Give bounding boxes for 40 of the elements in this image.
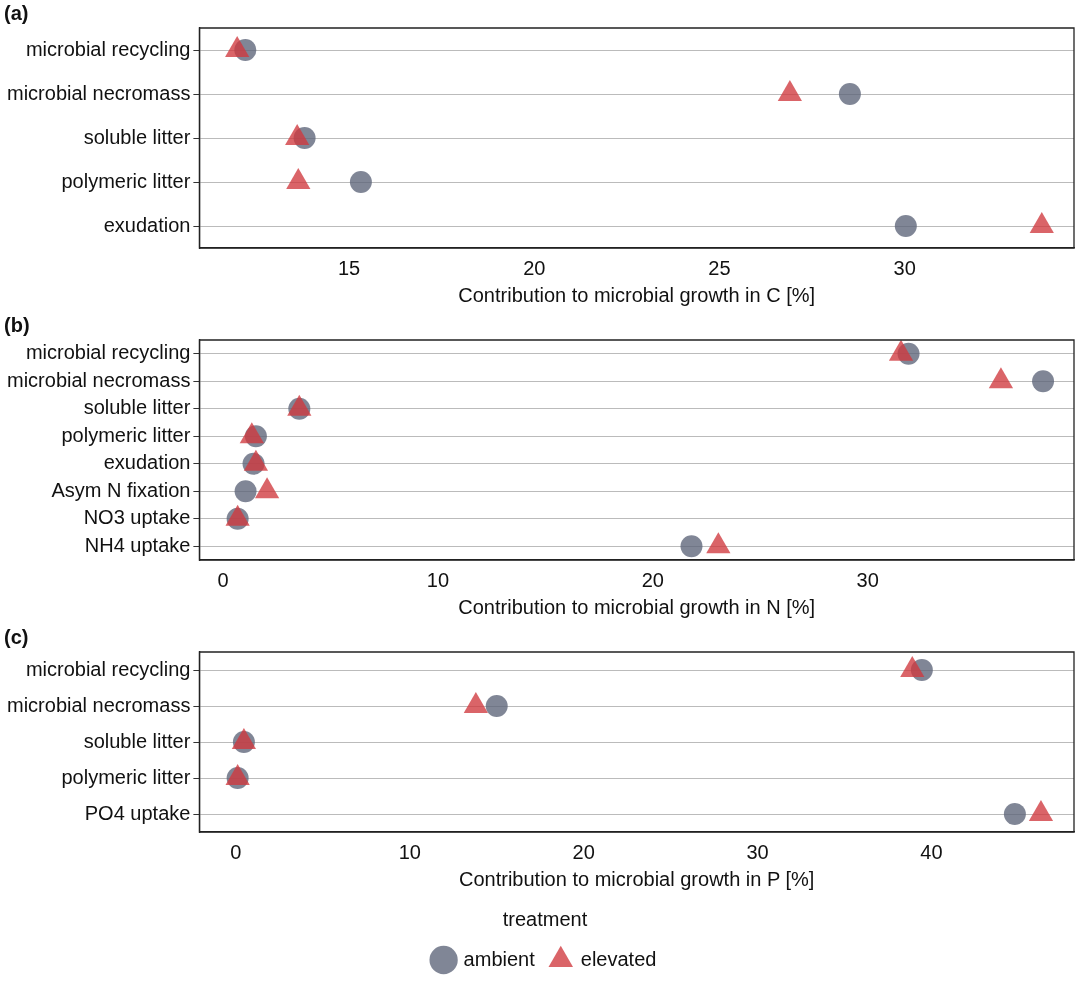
x-tick-label: 10 — [426, 568, 450, 591]
legend-label: ambient — [463, 947, 536, 970]
y-tick-label: microbial recycling — [25, 341, 191, 364]
y-tick-label: exudation — [103, 451, 191, 474]
y-tick-label: soluble litter — [83, 125, 191, 148]
x-tick-label: 30 — [893, 256, 916, 279]
x-tick-label: 20 — [572, 840, 595, 863]
y-tick-label: soluble litter — [83, 729, 191, 752]
y-tick-label: soluble litter — [83, 396, 191, 419]
legend-label: elevated — [580, 947, 657, 970]
legend-title: treatment — [502, 907, 588, 930]
y-tick-label: PO4 uptake — [84, 801, 191, 824]
x-tick-label: 40 — [920, 840, 943, 863]
y-tick-label: microbial recycling — [25, 37, 191, 60]
x-axis-title: Contribution to microbial growth in P [%] — [459, 867, 815, 890]
x-axis-title: Contribution to microbial growth in C [%] — [458, 283, 816, 306]
y-tick-label: microbial necromass — [7, 693, 191, 716]
x-tick-label: 10 — [398, 840, 421, 863]
y-tick-label: microbial recycling — [25, 657, 191, 680]
y-tick-label: Asym N fixation — [51, 478, 191, 501]
y-tick-label: polymeric litter — [61, 169, 191, 192]
x-tick-label: 0 — [230, 840, 242, 863]
text: (b) — [4, 313, 30, 336]
y-tick-label: microbial necromass — [7, 368, 191, 391]
y-tick-label: exudation — [103, 213, 191, 236]
x-tick-label: 30 — [746, 840, 769, 863]
y-tick-label: polymeric litter — [61, 765, 191, 788]
x-tick-label: 0 — [217, 568, 229, 591]
y-tick-label: NH4 uptake — [84, 533, 191, 556]
y-tick-label: microbial necromass — [7, 81, 191, 104]
y-tick-label: polymeric litter — [61, 423, 191, 446]
x-tick-label: 20 — [641, 568, 664, 591]
x-tick-label: 25 — [708, 256, 731, 279]
x-tick-label: 15 — [337, 256, 361, 279]
x-tick-label: 20 — [523, 256, 546, 279]
text: (c) — [4, 625, 29, 648]
x-axis-title: Contribution to microbial growth in N [%] — [458, 595, 816, 618]
y-tick-label: NO3 uptake — [83, 506, 191, 529]
x-tick-label: 30 — [856, 568, 879, 591]
text: (a) — [4, 1, 29, 24]
